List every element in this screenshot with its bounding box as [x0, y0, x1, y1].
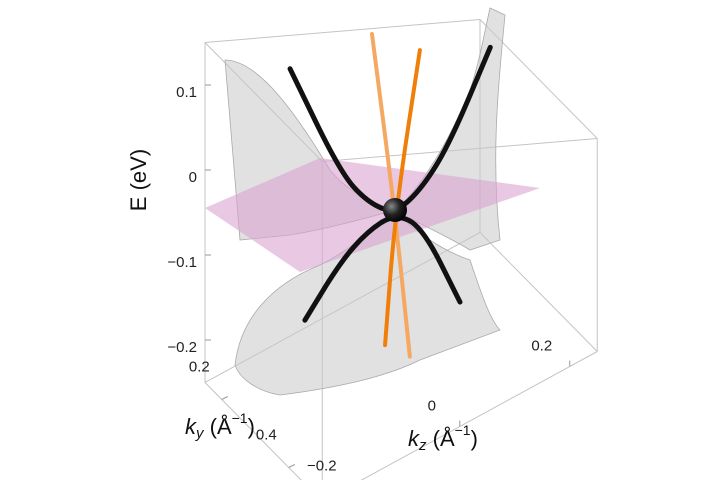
band-line	[369, 31, 412, 359]
x-tick-label: 0.2	[531, 337, 552, 354]
label-part: k	[408, 426, 420, 451]
z-tick-label: −0.2	[167, 339, 197, 356]
label-part: z	[418, 437, 427, 454]
lower-surface	[234, 209, 501, 396]
fermi-plane	[205, 158, 540, 272]
box-edge	[204, 19, 481, 43]
band-curve	[302, 215, 463, 323]
x-tick-label: 0	[428, 397, 436, 414]
label-part: )	[248, 414, 255, 439]
band-curve	[287, 44, 493, 213]
y-tick	[288, 464, 295, 468]
label-part: (Å	[427, 426, 455, 451]
z-tick-label: 0.1	[176, 84, 197, 101]
y-tick-label: 0.4	[256, 426, 277, 443]
y-tick	[221, 396, 228, 400]
box-edge	[204, 382, 302, 480]
label-part: (Å	[204, 414, 232, 439]
z-tick-label: −0.1	[167, 254, 197, 271]
x-axis-title: kz (Å−1)	[408, 422, 478, 454]
label-part: y	[195, 425, 205, 442]
band-line	[383, 48, 422, 348]
y-tick-label: 0.2	[189, 358, 210, 375]
label-part: k	[185, 414, 197, 439]
x-tick-label: −0.2	[307, 457, 337, 474]
label-part: −1	[455, 422, 471, 438]
z-axis-title: E (eV)	[126, 149, 151, 211]
box-edge	[479, 232, 598, 352]
label-part: −1	[232, 410, 248, 426]
z-tick-label: 0	[189, 169, 197, 186]
curves	[287, 31, 493, 359]
labels: 0.1 0 −0.1 −0.2 0.2 0.4 −0.2 0 0.2	[167, 84, 571, 474]
label-part: )	[471, 426, 478, 451]
weyl-node	[383, 198, 407, 222]
y-axis-title: ky (Å−1)	[185, 410, 255, 442]
